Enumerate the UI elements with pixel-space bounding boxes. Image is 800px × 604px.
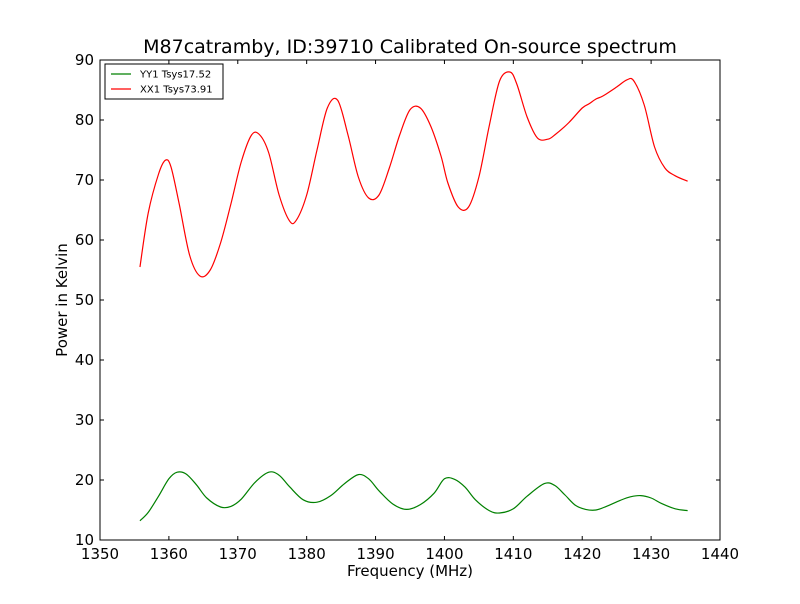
y-tick-label: 40 (75, 351, 94, 369)
y-tick-label: 20 (75, 471, 94, 489)
x-tick-label: 1430 (632, 545, 670, 563)
x-tick-label: 1380 (288, 545, 326, 563)
series-layer (139, 71, 688, 522)
y-axis-label: Power in Kelvin (53, 243, 71, 357)
y-tick-label: 50 (75, 291, 94, 309)
x-tick-label: 1420 (563, 545, 601, 563)
x-tick-label: 1440 (701, 545, 739, 563)
y-tick-label: 70 (75, 171, 94, 189)
legend-label-yy1: YY1 Tsys17.52 (139, 70, 211, 81)
legend: YY1 Tsys17.52 XX1 Tsys73.91 (104, 63, 224, 100)
x-tick-label: 1360 (150, 545, 188, 563)
x-tick-label: 1400 (425, 545, 463, 563)
ticks-layer: 1350 1360 1370 1380 1390 1400 1410 1420 1430 1440… (75, 51, 739, 563)
series-line-yy1 (139, 471, 688, 522)
plot-area (100, 60, 720, 540)
x-tick-label: 1350 (81, 545, 119, 563)
chart-title: M87catramby, ID:39710 Calibrated On-sour… (143, 36, 677, 58)
plot-frame (99, 59, 721, 541)
y-tick-label: 90 (75, 51, 94, 69)
y-tick-label: 10 (75, 531, 94, 549)
y-tick-label: 60 (75, 231, 94, 249)
x-tick-label: 1390 (356, 545, 394, 563)
x-tick-label: 1370 (219, 545, 257, 563)
x-axis-label: Frequency (MHz) (347, 562, 473, 580)
legend-frame (104, 63, 224, 100)
x-tick-label: 1410 (494, 545, 532, 563)
y-tick-label: 30 (75, 411, 94, 429)
y-tick-label: 80 (75, 111, 94, 129)
series-line-xx1 (139, 71, 688, 278)
legend-label-xx1: XX1 Tsys73.91 (140, 85, 213, 96)
